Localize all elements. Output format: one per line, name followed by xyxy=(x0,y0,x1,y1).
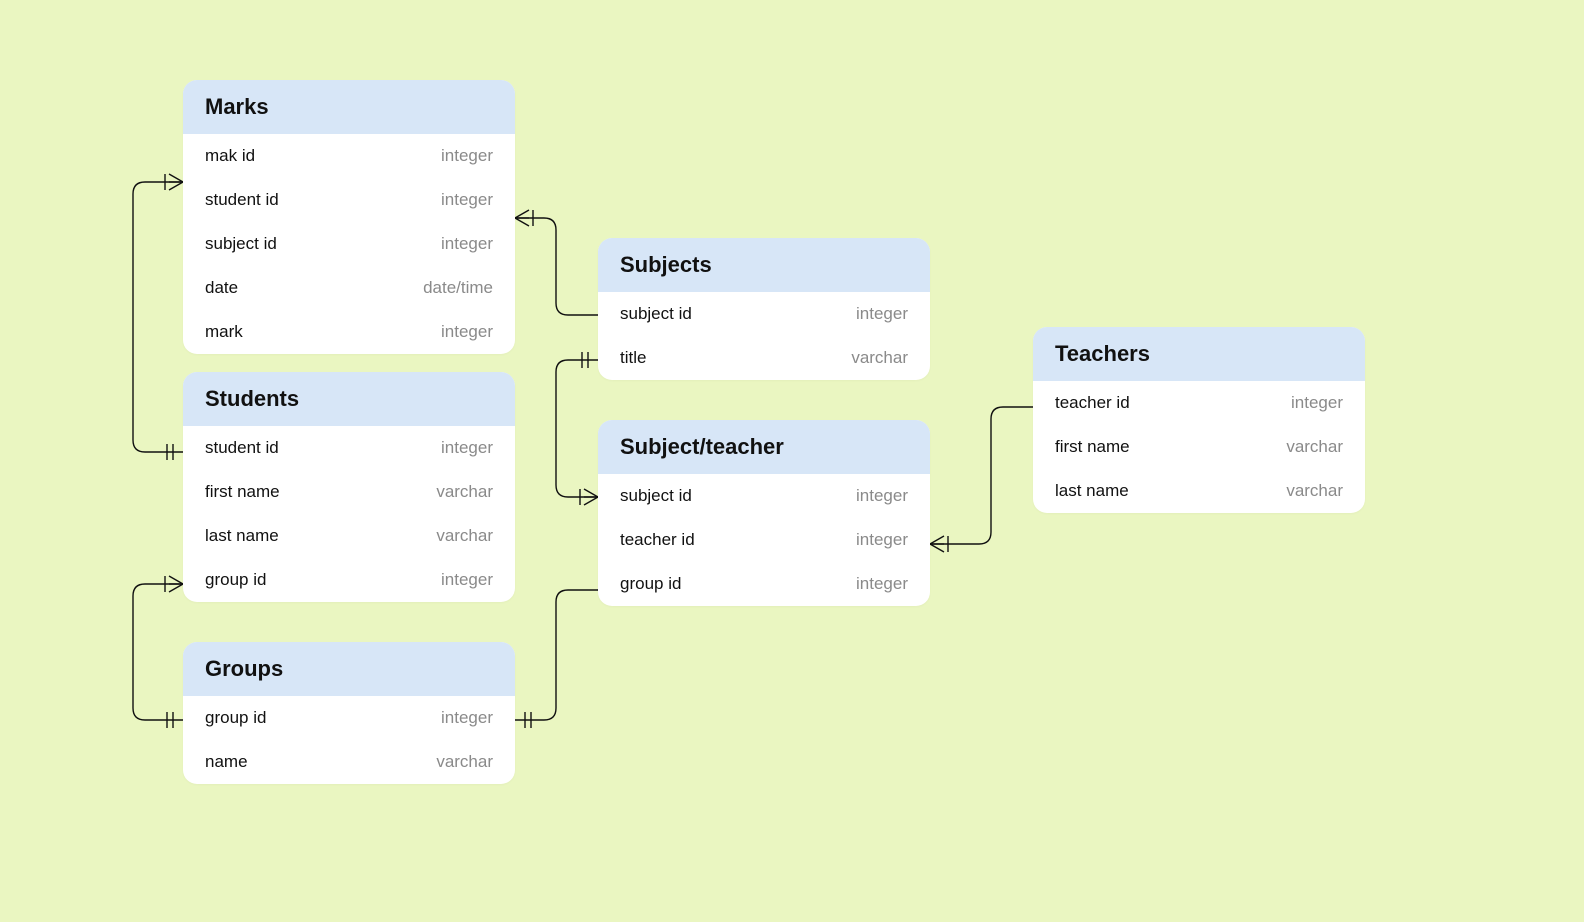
column-name: mark xyxy=(205,322,243,342)
column-type: integer xyxy=(441,322,493,342)
table-row: name varchar xyxy=(183,740,515,784)
table-row: last name varchar xyxy=(1033,469,1365,513)
edge-groups-to-subjectteacher xyxy=(515,590,598,720)
table-title: Groups xyxy=(183,642,515,696)
column-type: varchar xyxy=(1286,437,1343,457)
table-title: Teachers xyxy=(1033,327,1365,381)
edge-teachers-to-subjectteacher xyxy=(930,407,1033,544)
column-name: student id xyxy=(205,438,279,458)
column-type: date/time xyxy=(423,278,493,298)
table-row: first name varchar xyxy=(183,470,515,514)
column-type: integer xyxy=(441,708,493,728)
column-type: integer xyxy=(441,438,493,458)
table-row: mark integer xyxy=(183,310,515,354)
column-name: first name xyxy=(205,482,280,502)
column-name: teacher id xyxy=(1055,393,1130,413)
table-row: student id integer xyxy=(183,178,515,222)
column-type: integer xyxy=(441,190,493,210)
column-name: group id xyxy=(205,570,266,590)
edge-students-to-marks xyxy=(133,182,183,452)
table-row: teacher id integer xyxy=(1033,381,1365,425)
column-name: name xyxy=(205,752,248,772)
column-name: mak id xyxy=(205,146,255,166)
table-subject_teacher: Subject/teachersubject idintegerteacher … xyxy=(598,420,930,606)
table-row: date date/time xyxy=(183,266,515,310)
table-row: subject id integer xyxy=(598,474,930,518)
table-row: last name varchar xyxy=(183,514,515,558)
column-type: varchar xyxy=(1286,481,1343,501)
table-teachers: Teachers teacher id integer first name varch… xyxy=(1033,327,1365,513)
column-name: last name xyxy=(1055,481,1129,501)
column-name: student id xyxy=(205,190,279,210)
column-type: integer xyxy=(856,304,908,324)
table-row: mak id integer xyxy=(183,134,515,178)
edge-subjectteacher-to-subjects xyxy=(556,360,598,497)
er-diagram-canvas: Marksmak idintegerstudent idintegersubje… xyxy=(0,0,1584,922)
table-title: Subjects xyxy=(598,238,930,292)
column-type: varchar xyxy=(436,482,493,502)
column-type: integer xyxy=(856,486,908,506)
table-row: subject id integer xyxy=(598,292,930,336)
column-type: varchar xyxy=(851,348,908,368)
table-row: subject id integer xyxy=(183,222,515,266)
table-title: Students xyxy=(183,372,515,426)
table-row: title varchar xyxy=(598,336,930,380)
table-row: student id integer xyxy=(183,426,515,470)
column-type: integer xyxy=(441,146,493,166)
column-type: integer xyxy=(441,570,493,590)
column-type: integer xyxy=(856,574,908,594)
table-row: teacher id integer xyxy=(598,518,930,562)
table-title: Subject/teacher xyxy=(598,420,930,474)
table-title: Marks xyxy=(183,80,515,134)
table-row: group id integer xyxy=(598,562,930,606)
column-name: teacher id xyxy=(620,530,695,550)
column-type: integer xyxy=(856,530,908,550)
column-name: group id xyxy=(620,574,681,594)
column-type: varchar xyxy=(436,526,493,546)
column-name: subject id xyxy=(620,486,692,506)
edge-groups-to-students xyxy=(133,584,183,720)
column-name: last name xyxy=(205,526,279,546)
column-name: subject id xyxy=(205,234,277,254)
table-groups: Groups group id integer name varchar xyxy=(183,642,515,784)
column-name: date xyxy=(205,278,238,298)
table-row: group id integer xyxy=(183,696,515,740)
table-students: Students student id integer first name varch… xyxy=(183,372,515,602)
column-name: title xyxy=(620,348,646,368)
table-row: first name varchar xyxy=(1033,425,1365,469)
edge-subjects-to-marks xyxy=(515,218,598,315)
table-subjects: Subjects subject id integer title varchar xyxy=(598,238,930,380)
table-marks: Marksmak idintegerstudent idintegersubje… xyxy=(183,80,515,354)
column-type: integer xyxy=(1291,393,1343,413)
column-name: subject id xyxy=(620,304,692,324)
column-type: varchar xyxy=(436,752,493,772)
table-row: group id integer xyxy=(183,558,515,602)
column-name: group id xyxy=(205,708,266,728)
column-type: integer xyxy=(441,234,493,254)
column-name: first name xyxy=(1055,437,1130,457)
